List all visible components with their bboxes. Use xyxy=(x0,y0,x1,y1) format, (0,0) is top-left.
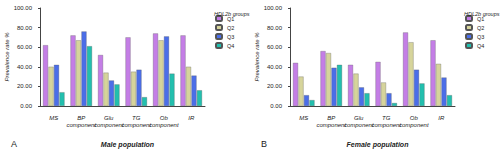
svg-text:IR: IR xyxy=(188,115,195,121)
svg-text:BP: BP xyxy=(77,115,85,121)
svg-text:component: component xyxy=(94,122,124,128)
svg-text:A: A xyxy=(11,139,17,149)
svg-text:BP: BP xyxy=(327,115,335,121)
svg-text:IR: IR xyxy=(438,115,445,121)
svg-text:60.00: 60.00 xyxy=(267,44,283,50)
svg-text:B: B xyxy=(261,139,267,149)
svg-text:80.00: 80.00 xyxy=(267,25,283,31)
svg-text:component: component xyxy=(66,122,96,128)
svg-text:Glu: Glu xyxy=(104,115,114,121)
svg-text:100.00: 100.00 xyxy=(264,5,283,11)
svg-text:TG: TG xyxy=(382,115,391,121)
svg-text:component: component xyxy=(399,122,429,128)
svg-text:Q4: Q4 xyxy=(227,43,234,49)
svg-text:Q2: Q2 xyxy=(227,25,234,31)
svg-text:component: component xyxy=(371,122,401,128)
svg-text:20.00: 20.00 xyxy=(17,83,33,89)
svg-text:80.00: 80.00 xyxy=(17,25,33,31)
svg-text:Male population: Male population xyxy=(101,141,154,149)
svg-text:Glu: Glu xyxy=(354,115,364,121)
svg-text:60.00: 60.00 xyxy=(17,44,33,50)
svg-text:TG: TG xyxy=(132,115,141,121)
svg-text:Q4: Q4 xyxy=(477,43,484,49)
svg-text:component: component xyxy=(344,122,374,128)
svg-text:Prevalence rate %: Prevalence rate % xyxy=(254,32,260,82)
svg-text:40.00: 40.00 xyxy=(267,64,283,70)
svg-text:component: component xyxy=(316,122,346,128)
svg-text:component: component xyxy=(121,122,151,128)
svg-text:0.00: 0.00 xyxy=(270,103,282,109)
svg-text:Female population: Female population xyxy=(347,141,409,149)
svg-text:MS: MS xyxy=(49,115,58,121)
svg-text:100.00: 100.00 xyxy=(14,5,33,11)
svg-text:Prevalence rate %: Prevalence rate % xyxy=(4,32,10,82)
svg-text:Ob: Ob xyxy=(160,115,169,121)
svg-text:Ob: Ob xyxy=(410,115,419,121)
svg-text:0.00: 0.00 xyxy=(20,103,32,109)
svg-text:20.00: 20.00 xyxy=(267,83,283,89)
svg-text:Q1: Q1 xyxy=(477,15,485,22)
svg-text:HDL2b groups: HDL2b groups xyxy=(464,11,500,17)
svg-text:component: component xyxy=(149,122,179,128)
svg-text:Q1: Q1 xyxy=(227,15,235,22)
svg-text:MS: MS xyxy=(299,115,308,121)
svg-text:40.00: 40.00 xyxy=(17,64,33,70)
svg-text:Q2: Q2 xyxy=(477,25,484,31)
svg-text:HDL2b groups: HDL2b groups xyxy=(214,11,250,17)
svg-text:Q3: Q3 xyxy=(477,34,484,40)
svg-text:Q3: Q3 xyxy=(227,34,234,40)
